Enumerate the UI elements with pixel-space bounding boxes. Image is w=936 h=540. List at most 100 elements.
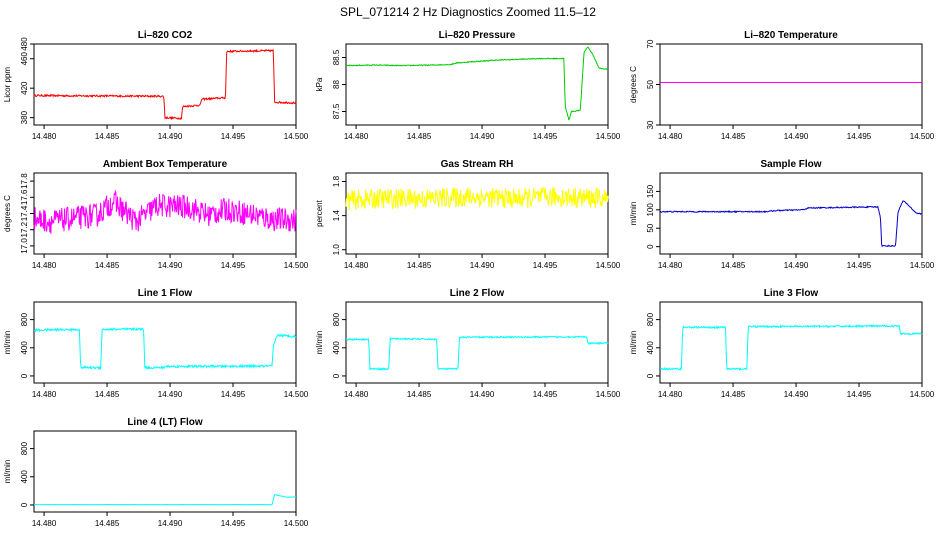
x-tick-label: 14.490 [470, 132, 495, 141]
y-tick-label: 17.6 [20, 189, 29, 205]
y-tick-label: 420 [20, 81, 29, 95]
panel-title: Line 1 Flow [138, 288, 193, 299]
x-tick-label: 14.480 [344, 390, 369, 399]
y-tick-label: 88 [332, 80, 341, 89]
y-tick-label: 87.5 [332, 103, 341, 119]
chart-panel: Line 4 (LT) Flow 14.480 14.485 14.490 14.495… [3, 417, 309, 528]
chart-panel: Ambient Box Temperature 14.480 14.485 14.49… [3, 159, 309, 270]
x-tick-label: 14.500 [284, 390, 309, 399]
y-tick-label: 17.2 [20, 221, 29, 237]
y-tick-label: 88.5 [332, 49, 341, 65]
x-tick-label: 14.485 [407, 261, 432, 270]
chart-panel: Gas Stream RH 14.480 14.485 14.490 14.495 14.… [315, 159, 621, 270]
y-tick-label: 400 [20, 341, 29, 355]
y-axis-label: ml/min [629, 331, 638, 355]
x-tick-label: 14.480 [32, 390, 57, 399]
x-tick-label: 14.480 [658, 132, 683, 141]
x-tick-label: 14.480 [344, 132, 369, 141]
y-tick-label: 0 [646, 373, 655, 378]
y-axis-label: degrees C [3, 195, 12, 232]
y-tick-label: 17.4 [20, 205, 29, 221]
panel-title: Li–820 CO2 [138, 30, 193, 41]
plot-frame [345, 301, 609, 384]
x-tick-label: 14.490 [784, 132, 809, 141]
x-tick-label: 14.495 [221, 132, 246, 141]
series-line [33, 48, 297, 121]
x-tick-label: 14.485 [407, 132, 432, 141]
series-line [33, 189, 297, 234]
x-tick-label: 14.485 [721, 132, 746, 141]
x-tick-label: 14.495 [221, 519, 246, 528]
y-tick-label: 800 [20, 312, 29, 326]
y-axis-label: ml/min [315, 331, 324, 355]
y-tick-label: 1.4 [332, 210, 341, 222]
figure-title: SPL_071214 2 Hz Diagnostics Zoomed 11.5–… [340, 5, 596, 19]
chart-panel: Line 1 Flow 14.480 14.485 14.490 14.495 14.50… [3, 288, 309, 399]
chart-panel: Li–820 Temperature 14.480 14.485 14.490 14.4… [629, 30, 935, 141]
x-tick-label: 14.485 [95, 519, 120, 528]
x-tick-label: 14.480 [344, 261, 369, 270]
y-tick-label: 400 [332, 341, 341, 355]
panel-title: Ambient Box Temperature [103, 159, 228, 170]
x-tick-label: 14.480 [32, 261, 57, 270]
chart-panel: Li–820 CO2 14.480 14.485 14.490 14.495 14.500… [3, 30, 309, 141]
x-tick-label: 14.495 [533, 390, 558, 399]
y-axis-label: percent [315, 199, 324, 226]
chart-panel: Sample Flow 14.480 14.485 14.490 14.495 14.50… [629, 159, 935, 270]
x-tick-label: 14.495 [221, 261, 246, 270]
y-axis-label: degrees C [629, 66, 638, 103]
y-tick-label: 1.0 [332, 244, 341, 256]
plot-frame [659, 301, 923, 384]
y-tick-label: 0 [20, 502, 29, 507]
x-tick-label: 14.485 [95, 261, 120, 270]
x-tick-label: 14.480 [32, 132, 57, 141]
y-tick-label: 0 [20, 373, 29, 378]
y-tick-label: 800 [332, 312, 341, 326]
panels: Li–820 CO2 14.480 14.485 14.490 14.495 14.500… [3, 30, 935, 528]
plot-frame [659, 172, 923, 255]
series-line [345, 187, 609, 211]
plot-frame [33, 43, 297, 126]
y-axis-label: Licor ppm [3, 67, 12, 102]
y-axis-label: ml/min [3, 460, 12, 484]
x-tick-label: 14.480 [658, 390, 683, 399]
y-tick-label: 70 [646, 39, 655, 48]
x-tick-label: 14.490 [784, 261, 809, 270]
y-tick-label: 30 [646, 120, 655, 129]
y-tick-label: 17.8 [20, 173, 29, 189]
panel-title: Li–820 Pressure [439, 30, 516, 41]
x-tick-label: 14.480 [658, 261, 683, 270]
chart-panel: Line 3 Flow 14.480 14.485 14.490 14.495 14.50… [629, 288, 935, 399]
panel-title: Li–820 Temperature [744, 30, 838, 41]
x-tick-label: 14.500 [284, 132, 309, 141]
x-tick-label: 14.490 [470, 261, 495, 270]
y-tick-label: 1.8 [332, 175, 341, 187]
x-tick-label: 14.485 [721, 261, 746, 270]
x-tick-label: 14.495 [847, 132, 872, 141]
x-tick-label: 14.485 [95, 390, 120, 399]
chart-panel: Line 2 Flow 14.480 14.485 14.490 14.495 14.50… [315, 288, 621, 399]
plot-frame [33, 430, 297, 513]
x-tick-label: 14.500 [596, 261, 621, 270]
series-line [659, 200, 923, 248]
series-line [659, 324, 923, 372]
series-line [345, 46, 609, 121]
x-tick-label: 14.495 [533, 132, 558, 141]
y-tick-label: 50 [646, 223, 655, 232]
panel-title: Sample Flow [760, 159, 821, 170]
y-tick-label: 0 [332, 373, 341, 378]
x-tick-label: 14.495 [533, 261, 558, 270]
x-tick-label: 14.490 [158, 519, 183, 528]
series-line [345, 335, 609, 371]
y-tick-label: 400 [646, 341, 655, 355]
plot-frame [33, 301, 297, 384]
y-tick-label: 380 [20, 110, 29, 124]
plot-frame [345, 172, 609, 255]
series-line [33, 326, 297, 371]
panel-title: Line 3 Flow [764, 288, 819, 299]
x-tick-label: 14.500 [910, 390, 935, 399]
x-tick-label: 14.490 [470, 390, 495, 399]
y-tick-label: 800 [646, 312, 655, 326]
